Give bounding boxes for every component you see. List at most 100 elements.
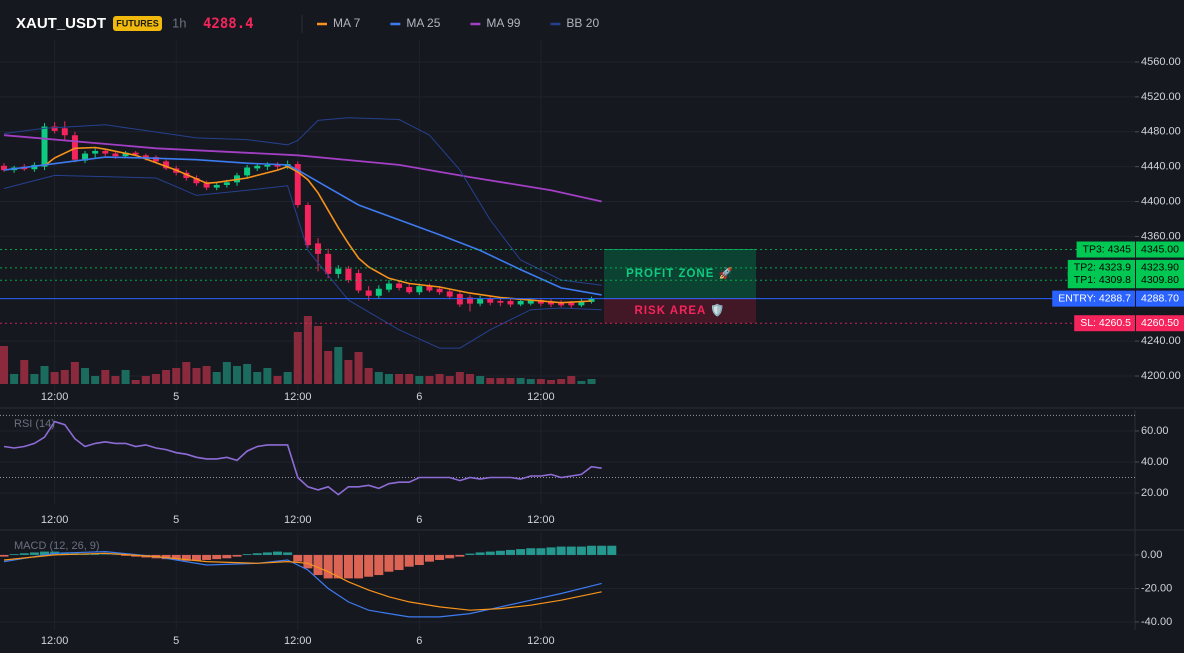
price-tag-bg [1136,259,1184,276]
volume-bar [314,326,323,384]
volume-bar [222,362,231,384]
bollinger-band [3,117,602,286]
candle-body [325,253,332,274]
x-tick-label: 12:00 [41,635,69,647]
volume-bar [455,372,464,384]
histogram-bar [536,548,546,555]
candle-body [507,300,514,305]
histogram-bar [191,554,201,561]
volume-bar [465,374,474,384]
badge: FUTURES [116,18,159,28]
histogram-bar [181,554,191,561]
candle-body [1,165,7,171]
histogram-bar [9,554,19,555]
histogram-bar [100,554,110,555]
candle-body [477,298,484,304]
level-tag: TP2: 4323.9 [1074,262,1131,274]
indicator-title: RSI (14) [14,418,55,430]
candle-body [122,152,129,157]
volume-bar [334,347,343,384]
volume-bar [40,366,49,384]
volume-bar [445,376,454,384]
volume-bar [182,362,191,384]
moving-average [44,146,592,304]
volume-bar [496,378,505,384]
price-tag-bg [1136,315,1184,332]
x-tick-label: 12:00 [41,514,69,526]
histogram-bar [546,547,556,555]
candle-body [517,300,524,305]
volume-bar [435,374,444,384]
candle-body [558,302,565,306]
histogram-bar [222,554,232,559]
histogram-bar [465,553,475,555]
volume-bar [547,380,556,384]
y-tick-label: -40.00 [1141,616,1172,628]
histogram-bar [354,554,364,579]
candle-body [102,150,109,154]
zone [604,298,756,324]
x-tick-label: 6 [416,635,422,647]
volume-bar [0,346,8,384]
candle-body [446,291,453,297]
histogram-bar [495,550,505,555]
level-tag: SL: 4260.5 [1080,317,1131,329]
candle-body [375,288,382,296]
histogram-bar [455,554,465,557]
candle-body [487,298,494,303]
volume-bar [50,372,59,384]
x-tick-label: 12:00 [527,514,555,526]
histogram-bar [414,554,424,565]
histogram-bar [404,554,414,567]
candle-body [466,297,473,304]
y-tick-label: 4200.00 [1141,370,1181,382]
volume-bar [415,376,424,384]
histogram-bar [273,551,283,555]
histogram-bar [90,554,100,555]
y-tick-label: 4520.00 [1141,91,1181,103]
y-tick-label: 4360.00 [1141,230,1181,242]
volume-bar [587,379,596,384]
candle-body [254,165,261,169]
volume-bar [192,368,201,384]
histogram-bar [60,552,70,555]
candle-body [426,286,433,291]
candle-body [142,155,149,159]
histogram-bar [262,552,272,555]
level-tag-bg [1076,241,1135,258]
candle-body [365,290,372,296]
histogram-bar [485,551,495,555]
candle-body [152,157,159,162]
candle-body [355,273,362,291]
histogram-bar [475,552,485,555]
histogram-bar [343,554,353,579]
candle-body [537,300,544,304]
histogram-bar [202,554,212,560]
volume-bar [212,372,221,384]
symbol: XAUT_USDT [16,15,106,32]
candle-body [548,301,555,305]
x-tick-label: 12:00 [41,391,69,403]
histogram-bar [121,554,131,556]
volume-bar [101,370,110,384]
candle-body [82,153,89,161]
candle-body [203,183,210,188]
price-tag: 4288.70 [1141,292,1179,304]
candle-body [578,300,585,306]
bollinger-band [3,174,602,349]
volume-bar [232,366,241,384]
y-tick-label: 4400.00 [1141,195,1181,207]
x-tick-label: 12:00 [284,391,312,403]
volume-bar [536,379,545,384]
legend-label: MA 7 [333,16,361,30]
volume-bar [476,376,485,384]
price-tag: 4345.00 [1141,243,1179,255]
histogram-bar [424,554,434,562]
candle-body [456,293,463,305]
volume-bar [91,376,100,384]
level-tag-bg [1052,290,1135,307]
x-tick-label: 5 [173,635,179,647]
